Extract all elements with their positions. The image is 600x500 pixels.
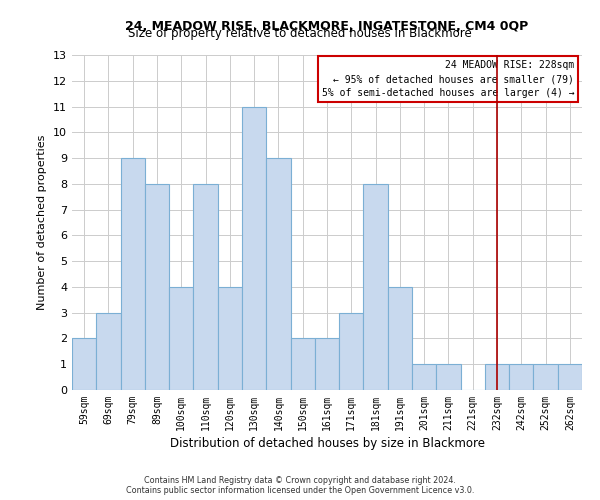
Bar [558, 364, 582, 390]
Bar [364, 184, 388, 390]
Bar [145, 184, 169, 390]
Bar [193, 184, 218, 390]
Text: Size of property relative to detached houses in Blackmore: Size of property relative to detached ho… [128, 28, 472, 40]
Bar [339, 312, 364, 390]
Bar [509, 364, 533, 390]
Bar [315, 338, 339, 390]
Bar [72, 338, 96, 390]
Bar [485, 364, 509, 390]
Bar [218, 287, 242, 390]
Bar [121, 158, 145, 390]
Bar [436, 364, 461, 390]
Bar [242, 106, 266, 390]
Text: Contains HM Land Registry data © Crown copyright and database right 2024.
Contai: Contains HM Land Registry data © Crown c… [126, 476, 474, 495]
Bar [96, 312, 121, 390]
X-axis label: Distribution of detached houses by size in Blackmore: Distribution of detached houses by size … [170, 437, 485, 450]
Bar [412, 364, 436, 390]
Bar [388, 287, 412, 390]
Bar [290, 338, 315, 390]
Bar [266, 158, 290, 390]
Text: 24 MEADOW RISE: 228sqm
← 95% of detached houses are smaller (79)
5% of semi-deta: 24 MEADOW RISE: 228sqm ← 95% of detached… [322, 60, 574, 98]
Bar [533, 364, 558, 390]
Y-axis label: Number of detached properties: Number of detached properties [37, 135, 47, 310]
Bar [169, 287, 193, 390]
Title: 24, MEADOW RISE, BLACKMORE, INGATESTONE, CM4 0QP: 24, MEADOW RISE, BLACKMORE, INGATESTONE,… [125, 20, 529, 33]
